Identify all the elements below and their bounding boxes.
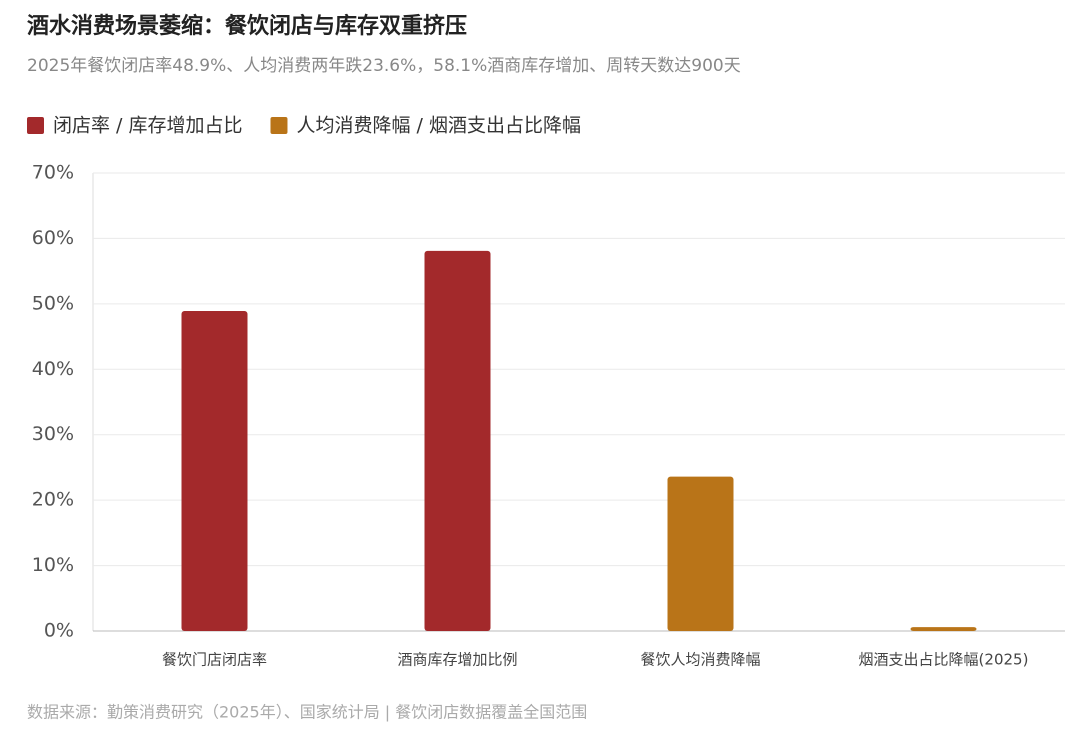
source-note: 数据来源：勤策消费研究（2025年）、国家统计局 | 餐饮闭店数据覆盖全国范围 <box>27 703 587 722</box>
legend-label: 闭店率 / 库存增加占比 <box>53 115 242 137</box>
y-tick-label: 0% <box>44 620 74 642</box>
y-tick-label: 20% <box>32 489 74 511</box>
y-tick-label: 70% <box>32 162 74 184</box>
legend-label: 人均消费降幅 / 烟酒支出占比降幅 <box>296 115 580 137</box>
bar <box>181 311 248 631</box>
chart-subtitle: 2025年餐饮闭店率48.9%、人均消费两年跌23.6%，58.1%酒商库存增加… <box>27 56 741 76</box>
y-tick-label: 50% <box>32 292 74 314</box>
x-tick-label: 烟酒支出占比降幅(2025) <box>859 651 1029 669</box>
y-tick-label: 40% <box>32 358 74 380</box>
x-tick-label: 餐饮门店闭店率 <box>162 651 267 669</box>
y-tick-label: 10% <box>32 554 74 576</box>
bar <box>424 250 491 632</box>
legend-swatch <box>27 117 44 134</box>
bar <box>667 476 734 631</box>
chart-title: 酒水消费场景萎缩：餐饮闭店与库存双重挤压 <box>27 13 467 39</box>
x-tick-label: 酒商库存增加比例 <box>397 651 517 669</box>
legend-swatch <box>270 117 288 134</box>
bar <box>910 627 977 631</box>
y-tick-label: 60% <box>32 227 74 249</box>
y-tick-label: 30% <box>32 423 74 445</box>
x-tick-label: 餐饮人均消费降幅 <box>640 651 760 669</box>
